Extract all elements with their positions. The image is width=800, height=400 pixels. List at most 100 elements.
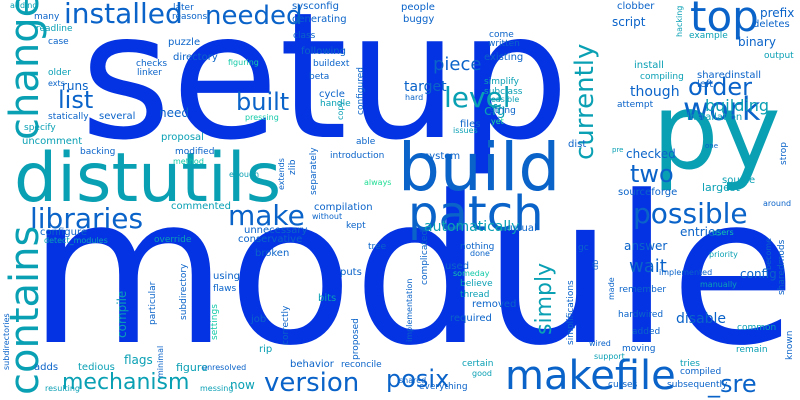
- word-minimal: minimal: [156, 345, 165, 378]
- word-common: common: [737, 323, 777, 333]
- word-sysconfig: sysconfig: [292, 1, 339, 12]
- word-job: job: [251, 314, 267, 325]
- word-become: become: [764, 237, 773, 270]
- word-puts: puts: [340, 267, 362, 278]
- word-sharedmods: sharedmods: [777, 239, 787, 295]
- word-system: system: [424, 151, 461, 162]
- word-build: build: [398, 129, 561, 206]
- word-tree: tree: [368, 242, 387, 252]
- word-deletes: deletes: [753, 19, 790, 30]
- word-configure: configure: [40, 227, 87, 238]
- word-target: target: [404, 79, 447, 95]
- word-believe: believe: [460, 279, 493, 289]
- word-resulting: resulting: [45, 384, 81, 393]
- word-statically: statically: [48, 112, 89, 122]
- word-added: added: [632, 327, 661, 337]
- word-handle: handle: [320, 99, 351, 109]
- word-nothing: nothing: [460, 242, 495, 252]
- word-libraries: libraries: [30, 202, 144, 235]
- word-feasible: feasible: [488, 95, 520, 104]
- word-cycle: cycle: [319, 89, 345, 100]
- word-able: able: [356, 137, 376, 147]
- word-generating: generating: [292, 14, 347, 25]
- word-strop: strop: [779, 142, 789, 165]
- word-commented: commented: [171, 201, 232, 212]
- word-support: support: [594, 352, 625, 361]
- word-figure: figure: [176, 361, 208, 374]
- word-compiling: compiling: [640, 72, 684, 82]
- word-attempt: attempt: [617, 100, 654, 110]
- word-output: output: [764, 51, 794, 61]
- word-patch: patch: [408, 186, 544, 242]
- word-subdirectories: subdirectories: [2, 313, 11, 370]
- word-existing: existing: [484, 52, 524, 63]
- word-detect_modules: detect_modules: [44, 236, 108, 245]
- word-compiled: compiled: [680, 367, 722, 377]
- word-cfg: cfg: [484, 103, 506, 119]
- word-sharedinstall: sharedinstall: [697, 70, 761, 81]
- word-automatically: automatically: [424, 219, 520, 235]
- word-specify: specify: [24, 123, 56, 133]
- word-beta: beta: [309, 72, 330, 82]
- word-particular: particular: [148, 281, 158, 325]
- word-runs: runs: [62, 79, 89, 93]
- word-compile: compile: [115, 290, 129, 338]
- word-needed: needed: [205, 1, 303, 31]
- word-though: though: [630, 84, 680, 100]
- word-method: method: [173, 157, 204, 166]
- word-hacking: hacking: [675, 5, 684, 37]
- word-installation: installation: [687, 112, 743, 123]
- word-separately: separately: [309, 147, 319, 195]
- word-people: people: [401, 2, 435, 13]
- word-left: left: [697, 79, 714, 90]
- word-checks: checks: [136, 59, 168, 69]
- word-remember: remember: [619, 285, 667, 295]
- word-copy: copy: [336, 100, 345, 120]
- word-subclass: subclass: [484, 87, 523, 97]
- word-unresolved: unresolved: [202, 363, 247, 372]
- word-posix: posix: [386, 365, 450, 393]
- word-someday: someday: [453, 269, 490, 278]
- word-readline: readline: [36, 24, 73, 34]
- word-string: string: [490, 106, 516, 116]
- word-simply: simply: [532, 262, 557, 335]
- word-usual: usual: [510, 223, 537, 234]
- word-setup: setup: [80, 0, 570, 179]
- word-installed: installed: [64, 0, 183, 30]
- word-everything: everything: [419, 382, 468, 392]
- word-need: need: [159, 106, 189, 120]
- word-come: come: [489, 30, 514, 40]
- word-extends: extends: [277, 158, 286, 190]
- word-implementation: implementation: [405, 278, 414, 342]
- word-issues: issues: [453, 126, 478, 135]
- word-binary: binary: [738, 35, 776, 49]
- word-compilation: compilation: [314, 202, 373, 213]
- word-flags: flags: [124, 353, 153, 367]
- word-py: py: [652, 71, 781, 193]
- word-mechanism: mechanism: [62, 370, 190, 395]
- word-reasons: reasons: [172, 12, 208, 22]
- word-prefix: prefix: [760, 6, 795, 20]
- word-directory: directory: [173, 52, 218, 63]
- word-correctly: correctly: [281, 305, 291, 345]
- word-distutils: distutils: [14, 139, 282, 218]
- word-hardwired: hardwired: [618, 310, 664, 320]
- word-written: written: [488, 39, 520, 49]
- word-subsequently: subsequently: [667, 380, 728, 390]
- word-priority: priority: [709, 250, 738, 259]
- word-conservative: conservative: [238, 234, 303, 245]
- word-proposed: proposed: [351, 318, 361, 360]
- word-override: override: [154, 235, 192, 245]
- word-reconcile: reconcile: [341, 360, 382, 370]
- word-backing: backing: [80, 147, 116, 157]
- word-kept: kept: [346, 221, 366, 231]
- word-proposal: proposal: [161, 132, 204, 143]
- word-pre: pre: [612, 146, 624, 154]
- word-users: users: [712, 228, 734, 237]
- word-entries: entries: [680, 225, 722, 239]
- word-figuring: figuring: [228, 58, 259, 67]
- word-level: level: [444, 81, 511, 114]
- word-case: case: [48, 37, 69, 47]
- word-bits: bits: [318, 293, 337, 304]
